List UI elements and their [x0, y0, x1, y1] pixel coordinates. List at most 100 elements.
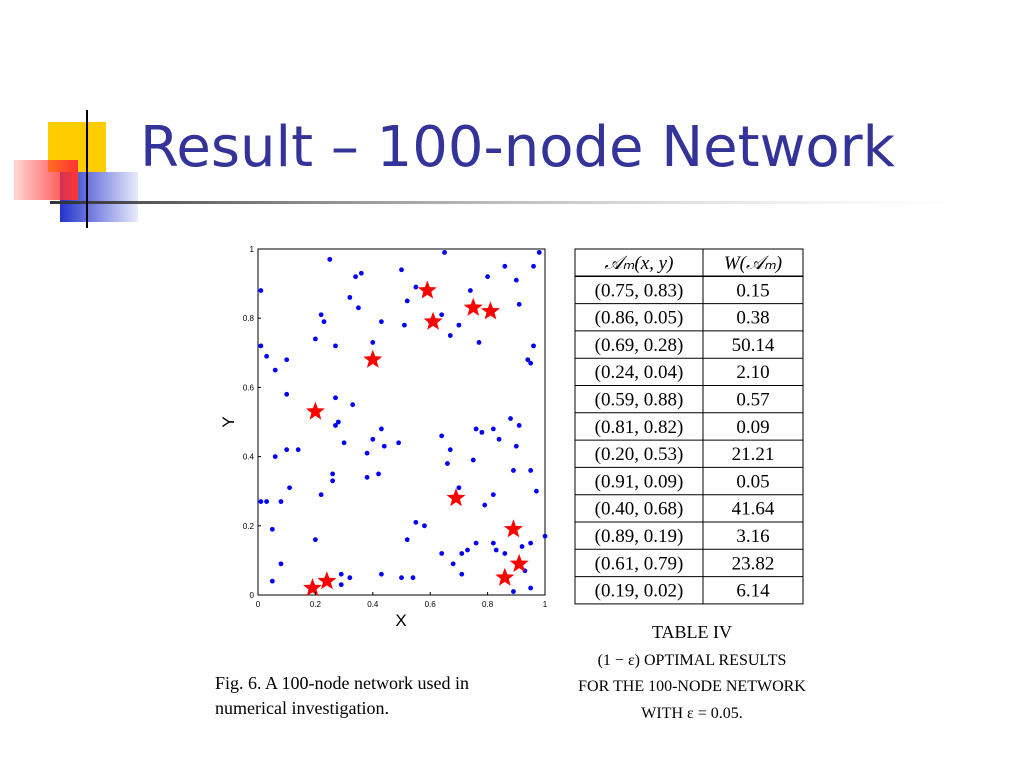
table-cell: 0.57 [736, 390, 769, 411]
node-point [327, 256, 333, 262]
node-point [379, 571, 384, 577]
node-point [439, 551, 445, 556]
node-point [396, 440, 402, 446]
table-cell: (0.69, 0.28) [595, 335, 684, 356]
y-tick-label: 0.4 [243, 453, 255, 462]
node-point [456, 485, 462, 491]
node-point [353, 274, 358, 280]
node-point [476, 340, 482, 345]
table-cell: 41.64 [732, 499, 775, 520]
node-point [364, 474, 370, 480]
node-point [399, 575, 404, 581]
node-point [542, 533, 548, 539]
node-point [482, 502, 488, 508]
node-point [490, 426, 496, 432]
node-point [439, 312, 445, 318]
node-point [338, 571, 344, 577]
node-point [258, 288, 264, 293]
slide-title: Result – 100-node Network [140, 115, 896, 180]
node-point [531, 343, 536, 349]
node-point [502, 551, 508, 556]
node-point [338, 582, 344, 588]
x-tick-label: 0.4 [367, 600, 379, 609]
node-point [528, 540, 534, 546]
node-point [511, 468, 516, 473]
deco-red [14, 160, 78, 200]
star-point [481, 301, 500, 320]
node-point [401, 322, 407, 328]
node-point [442, 250, 447, 255]
node-point [456, 322, 462, 328]
star-point [423, 311, 443, 330]
node-point [490, 540, 496, 546]
node-point [333, 343, 338, 349]
table-cell: (0.61, 0.79) [595, 553, 684, 574]
node-point [508, 416, 513, 421]
table-caption: TABLE IV [652, 622, 732, 642]
node-point [278, 499, 284, 504]
x-tick-label: 0.6 [425, 600, 437, 609]
star-point [303, 578, 322, 597]
table-cell: (0.91, 0.09) [595, 471, 684, 492]
table-cell: (0.40, 0.68) [595, 499, 684, 520]
node-point [258, 343, 264, 349]
node-point [295, 447, 301, 453]
x-tick-label: 1 [543, 600, 548, 609]
node-point [258, 499, 264, 504]
table-caption: (1 − ε) OPTIMAL RESULTS [598, 652, 787, 669]
node-point [284, 357, 290, 363]
table-cell: (0.89, 0.19) [595, 526, 684, 547]
table-frame [574, 248, 804, 605]
y-tick-label: 0.8 [243, 314, 255, 323]
node-point [413, 284, 419, 290]
star-point [446, 488, 466, 507]
node-point [410, 575, 416, 581]
table-cell: 0.05 [736, 471, 769, 492]
table-cell: 3.16 [736, 526, 769, 547]
table-cell: 2.10 [736, 362, 769, 383]
node-point [404, 537, 410, 543]
node-point [516, 423, 522, 428]
node-point [347, 295, 353, 300]
node-point [370, 436, 376, 442]
table-cell: 6.14 [736, 581, 770, 602]
node-point [470, 457, 476, 463]
node-point [287, 485, 292, 491]
node-point [493, 547, 499, 553]
node-point [330, 471, 336, 477]
table-cell: 23.82 [732, 553, 775, 574]
node-point [318, 492, 324, 498]
plot-frame [257, 248, 546, 596]
x-axis-label: X [395, 611, 406, 630]
y-axis-label: Y [219, 416, 238, 427]
star-point [305, 401, 325, 420]
table-cell: 21.21 [732, 444, 775, 465]
node-point [511, 589, 516, 594]
table-cell: (0.86, 0.05) [595, 308, 684, 329]
node-point [381, 443, 387, 449]
node-point [399, 267, 404, 273]
node-point [404, 298, 410, 304]
node-point [341, 440, 347, 446]
node-point [447, 333, 453, 338]
node-point [473, 540, 479, 546]
node-point [513, 443, 519, 449]
table-header: 𝒜ₘ(x, y) [605, 253, 674, 274]
node-point [269, 526, 275, 532]
node-point [450, 561, 456, 567]
node-point [379, 319, 384, 325]
table-cell: (0.75, 0.83) [595, 280, 684, 301]
node-point [519, 544, 525, 549]
node-point [335, 419, 341, 425]
node-point [347, 575, 353, 581]
node-point [376, 471, 381, 477]
node-point [490, 492, 496, 498]
node-point [318, 312, 324, 318]
node-point [269, 578, 275, 584]
table-header: W(𝒜ₘ) [724, 253, 782, 274]
node-point [536, 250, 542, 255]
node-point [445, 461, 450, 466]
node-point [272, 454, 278, 459]
table-cell: 50.14 [732, 335, 775, 356]
